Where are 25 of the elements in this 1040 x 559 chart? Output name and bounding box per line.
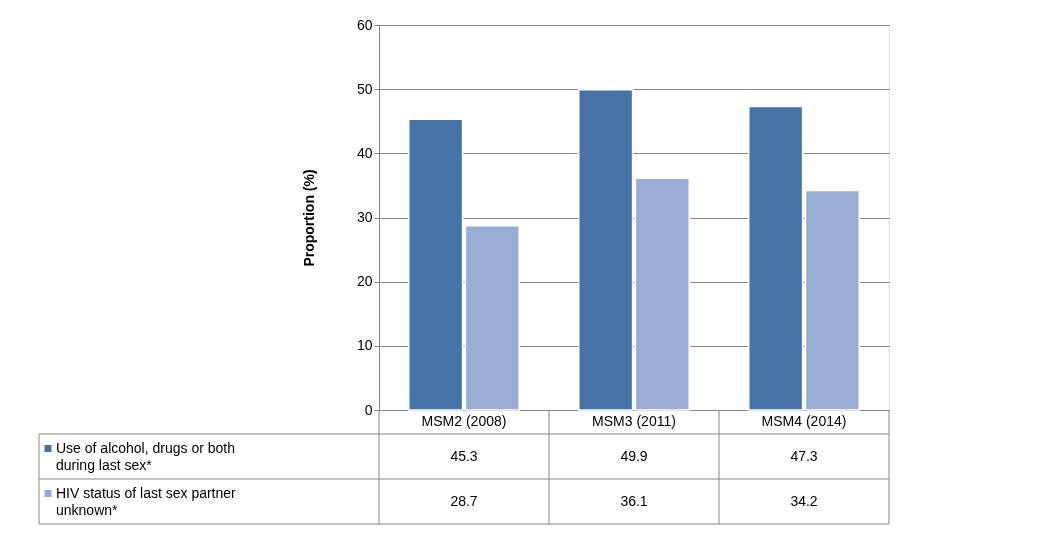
bar <box>804 189 860 411</box>
y-tick-label: 10 <box>356 337 373 354</box>
data-label: 45.3 <box>450 447 478 464</box>
data-label: 28.7 <box>450 492 478 509</box>
data-label: 49.9 <box>620 447 648 464</box>
data-label: 34.2 <box>790 492 818 509</box>
x-tick-label: MSM4 (2014) <box>761 413 847 429</box>
data-label: 47.3 <box>790 447 818 464</box>
bar <box>464 225 520 411</box>
y-axis-title: Proportion (%) <box>300 169 317 267</box>
bar <box>578 89 634 411</box>
x-tick-label: MSM2 (2008) <box>421 413 507 429</box>
x-tick-label: MSM3 (2011) <box>592 413 676 429</box>
data-label: 36.1 <box>620 492 648 509</box>
y-tick-label: 50 <box>356 80 373 97</box>
y-tick-label: 30 <box>356 209 373 225</box>
y-tick-label: 20 <box>356 273 373 290</box>
y-tick-label: 0 <box>364 401 373 418</box>
legend-label: Use of alcohol, drugs or both during last sex* <box>56 439 235 473</box>
bar <box>408 118 464 411</box>
bar <box>748 105 804 411</box>
y-tick-label: 60 <box>356 16 373 33</box>
y-tick-label: 40 <box>356 144 373 161</box>
legend-label: HIV status of last sex partner unknown* <box>56 484 237 518</box>
bar <box>634 177 690 411</box>
